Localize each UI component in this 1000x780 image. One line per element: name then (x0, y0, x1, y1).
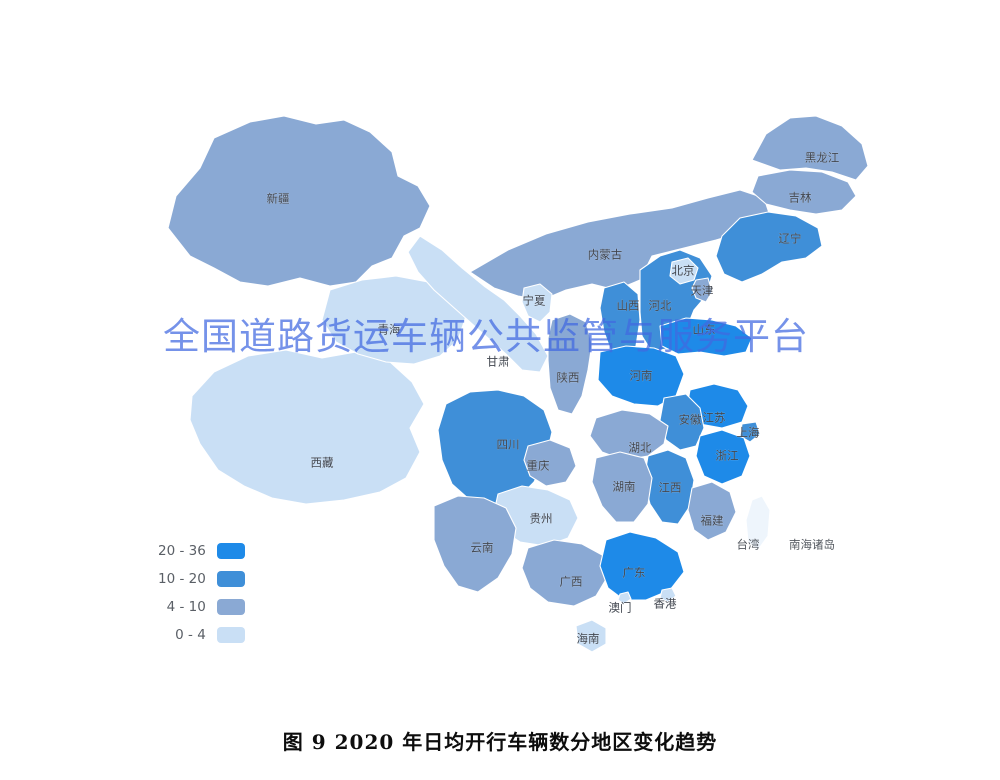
region-beijing[interactable] (669, 257, 699, 285)
region-tibet[interactable] (189, 349, 425, 505)
province-label: 海南 (577, 632, 600, 646)
province-label: 重庆 (527, 459, 550, 473)
province-label: 广东 (623, 566, 646, 580)
province-label: 吉林 (789, 191, 812, 205)
province-label: 陕西 (557, 371, 580, 385)
region-ningxia[interactable] (521, 283, 553, 323)
legend-item[interactable]: 4 - 10 (158, 594, 245, 620)
region-taiwan[interactable] (745, 495, 771, 551)
province-label: 湖南 (613, 480, 636, 494)
choropleth-map-stage: 新疆西藏 青海甘肃 内蒙古宁夏陕西 山西 河北 北京天津 辽宁 吉林 黑龙江山东河南江苏 安徽上海… (0, 0, 1000, 700)
legend-swatch (216, 627, 245, 643)
province-label: 香港 (654, 597, 677, 611)
province-label: 贵州 (530, 512, 553, 526)
legend-label: 10 - 20 (158, 571, 206, 587)
province-label: 河南 (630, 369, 653, 383)
region-shaanxi[interactable] (547, 313, 593, 415)
legend-swatch (216, 571, 245, 587)
province-shapes-group (167, 115, 869, 653)
map-legend: 20 - 36 10 - 20 4 - 10 0 - 4 (158, 538, 245, 650)
region-jilin[interactable] (751, 169, 857, 215)
province-label: 澳门 (609, 601, 632, 615)
province-label: 江西 (659, 481, 682, 495)
province-label: 青海 (378, 323, 401, 337)
province-label: 山东 (693, 323, 716, 337)
legend-swatch (216, 543, 245, 559)
legend-label: 0 - 4 (175, 627, 206, 643)
region-hunan[interactable] (591, 451, 653, 523)
province-label: 天津 (691, 284, 714, 298)
province-label: 甘肃 (487, 355, 510, 369)
figure-caption-text: 图 9 2020 年日均开行车辆数分地区变化趋势 (282, 730, 718, 754)
province-label: 安徽 (679, 413, 702, 427)
province-label: 河北 (649, 299, 672, 313)
province-label: 新疆 (267, 192, 290, 206)
province-label: 浙江 (716, 449, 739, 463)
province-label: 内蒙古 (588, 248, 623, 262)
region-liaoning[interactable] (715, 211, 823, 283)
legend-label: 4 - 10 (166, 599, 206, 615)
region-heilongjiang[interactable] (751, 115, 869, 181)
province-label: 台湾 (737, 538, 760, 552)
province-label: 江苏 (703, 411, 726, 425)
province-label: 广西 (560, 575, 583, 589)
province-label: 北京 (672, 264, 695, 278)
province-label: 宁夏 (523, 294, 546, 308)
province-label: 云南 (471, 541, 494, 555)
province-label: 湖北 (629, 441, 652, 455)
region-fujian[interactable] (687, 481, 737, 541)
region-tianjin[interactable] (691, 277, 713, 303)
legend-swatch (216, 599, 245, 615)
province-label: 辽宁 (779, 232, 802, 246)
legend-item[interactable]: 20 - 36 (158, 538, 245, 564)
legend-item[interactable]: 10 - 20 (158, 566, 245, 592)
legend-item[interactable]: 0 - 4 (158, 622, 245, 648)
province-label: 山西 (617, 299, 640, 313)
region-sichuan[interactable] (437, 389, 553, 509)
province-label: 黑龙江 (805, 151, 840, 165)
region-guangxi[interactable] (521, 539, 609, 607)
region-qinghai[interactable] (321, 275, 467, 365)
province-label: 西藏 (311, 456, 334, 470)
province-label: 上海 (737, 426, 760, 440)
region-hongkong[interactable] (659, 587, 677, 603)
province-label: 四川 (497, 438, 520, 452)
region-chongqing[interactable] (523, 439, 577, 487)
province-label: 南海诸岛 (789, 538, 835, 552)
region-gansu[interactable] (407, 235, 549, 373)
figure-caption: 图 9 2020 年日均开行车辆数分地区变化趋势 (0, 726, 1000, 755)
region-shanghai[interactable] (739, 421, 761, 443)
province-label: 福建 (701, 514, 724, 528)
region-yunnan[interactable] (433, 495, 517, 593)
legend-label: 20 - 36 (158, 543, 206, 559)
region-xinjiang[interactable] (167, 115, 431, 287)
region-zhejiang[interactable] (695, 429, 751, 485)
region-shandong[interactable] (659, 317, 753, 357)
region-macau[interactable] (617, 591, 632, 605)
region-hubei[interactable] (589, 409, 669, 461)
region-hainan[interactable] (575, 619, 607, 653)
